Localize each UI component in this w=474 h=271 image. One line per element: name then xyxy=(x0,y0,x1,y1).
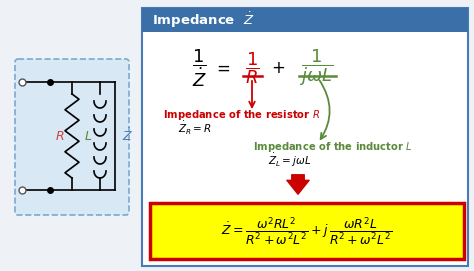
Text: $L$: $L$ xyxy=(84,130,92,143)
Text: Impedance  $\dot{Z}$: Impedance $\dot{Z}$ xyxy=(152,10,255,30)
Text: Impedance of the resistor $R$: Impedance of the resistor $R$ xyxy=(163,108,320,122)
Text: $\dfrac{1}{\dot{Z}}$: $\dfrac{1}{\dot{Z}}$ xyxy=(192,47,208,89)
Text: $=$: $=$ xyxy=(213,59,231,77)
Text: $\dot{Z} = \dfrac{\omega^2 R L^2}{R^2 + \omega^2 L^2} + j\,\dfrac{\omega R^2 L}{: $\dot{Z} = \dfrac{\omega^2 R L^2}{R^2 + … xyxy=(221,215,393,247)
Text: $+$: $+$ xyxy=(271,59,285,77)
Text: $\dot{Z}$: $\dot{Z}$ xyxy=(122,128,134,144)
Bar xyxy=(150,203,464,259)
Text: $\dot{Z}_R = R$: $\dot{Z}_R = R$ xyxy=(178,120,212,137)
Text: Impedance of the inductor $L$: Impedance of the inductor $L$ xyxy=(253,140,413,154)
Bar xyxy=(142,8,468,266)
Text: $R$: $R$ xyxy=(55,130,65,143)
Text: $\dfrac{1}{j\omega L}$: $\dfrac{1}{j\omega L}$ xyxy=(299,48,333,88)
FancyArrowPatch shape xyxy=(287,175,309,194)
Text: $\dfrac{1}{R}$: $\dfrac{1}{R}$ xyxy=(245,50,259,86)
Bar xyxy=(142,8,468,32)
FancyBboxPatch shape xyxy=(15,59,129,215)
Text: $\dot{Z}_L = j\omega L$: $\dot{Z}_L = j\omega L$ xyxy=(268,151,311,169)
